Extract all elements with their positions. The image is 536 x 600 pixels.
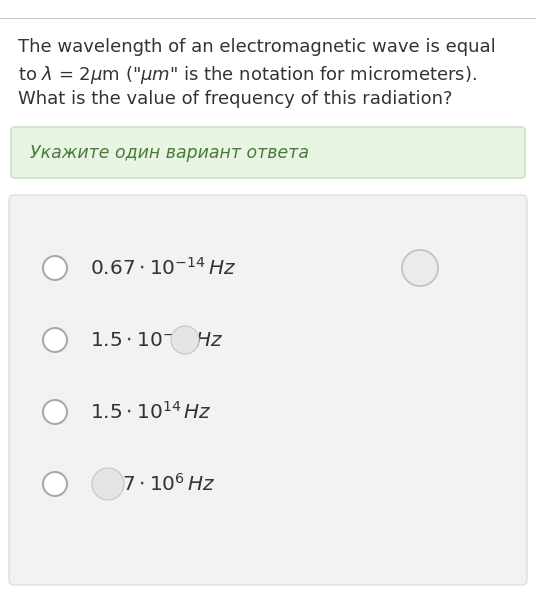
Circle shape: [92, 468, 124, 500]
Text: to $\lambda$ = 2$\mu$m ("$\mathit{\mu m}$" is the notation for micrometers).: to $\lambda$ = 2$\mu$m ("$\mathit{\mu m}…: [18, 64, 477, 86]
Text: $1.5 \cdot 10^{14}\,Hz$: $1.5 \cdot 10^{14}\,Hz$: [90, 401, 212, 423]
Circle shape: [43, 400, 67, 424]
Text: $1.5 \cdot 10^{-14}\,Hz$: $1.5 \cdot 10^{-14}\,Hz$: [90, 329, 224, 351]
FancyBboxPatch shape: [11, 127, 525, 178]
Circle shape: [171, 326, 199, 354]
Circle shape: [402, 250, 438, 286]
Circle shape: [43, 256, 67, 280]
Circle shape: [43, 328, 67, 352]
Text: $0.67 \cdot 10^{-14}\,Hz$: $0.67 \cdot 10^{-14}\,Hz$: [90, 257, 236, 279]
Circle shape: [43, 472, 67, 496]
Text: $0.67 \cdot 10^{6}\,Hz$: $0.67 \cdot 10^{6}\,Hz$: [90, 473, 215, 495]
Text: The wavelength of an electromagnetic wave is equal: The wavelength of an electromagnetic wav…: [18, 38, 496, 56]
Text: Укажите один вариант ответа: Укажите один вариант ответа: [30, 143, 309, 161]
FancyBboxPatch shape: [9, 195, 527, 585]
Text: What is the value of frequency of this radiation?: What is the value of frequency of this r…: [18, 90, 452, 108]
